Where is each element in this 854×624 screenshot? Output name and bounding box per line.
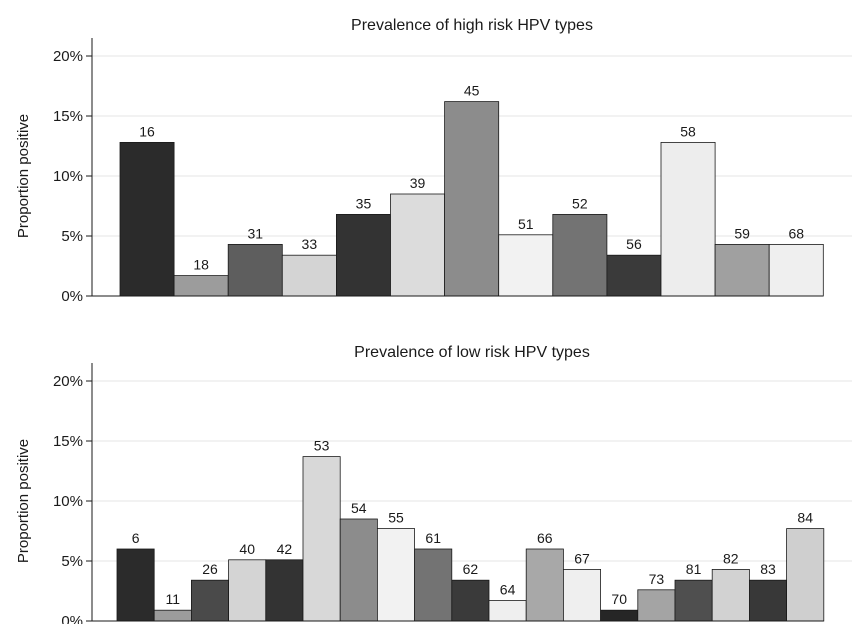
bar-26 [190,579,229,622]
y-tick-label: 10% [53,493,83,510]
bar-18 [173,275,229,297]
y-tick-label: 15% [53,433,83,450]
bar-6 [116,548,155,622]
y-tick-label: 10% [53,168,83,185]
bar-label-11: 11 [166,591,181,607]
bar-70 [600,609,639,622]
bar-61 [414,548,453,622]
bar-56 [606,254,662,297]
bar-51 [498,234,554,297]
y-tick-label: 5% [61,228,83,245]
bar-40 [228,559,267,622]
bar-31 [227,243,283,297]
bar-label-51: 51 [518,216,534,232]
bar-58 [660,141,716,297]
bar-label-68: 68 [788,225,804,241]
bar-33 [281,254,337,297]
bar-84 [786,528,825,622]
bar-label-40: 40 [239,541,255,557]
bar-label-66: 66 [537,530,553,546]
y-axis-label: Proportion positive [15,114,32,238]
bar-55 [376,528,415,622]
bar-82 [711,569,750,622]
y-tick-label: 20% [53,373,83,390]
bar-45 [444,101,500,297]
bar-label-53: 53 [314,438,330,454]
bar-label-52: 52 [572,195,588,211]
bar-label-31: 31 [247,225,263,241]
bar-59 [714,243,770,297]
bar-label-64: 64 [500,582,516,598]
y-tick-label: 15% [53,108,83,125]
bar-64 [488,600,527,622]
chart-title: Prevalence of low risk HPV types [354,344,590,361]
bar-label-70: 70 [611,591,627,607]
bar-label-16: 16 [139,123,155,139]
y-axis-label: Proportion positive [15,439,32,563]
bar-16 [119,141,175,297]
bar-label-35: 35 [356,195,372,211]
bar-39 [390,193,445,297]
bar-53 [302,456,341,622]
bar-label-42: 42 [277,541,293,557]
bar-62 [451,579,490,622]
bar-67 [563,569,602,622]
bar-label-39: 39 [410,175,426,191]
bar-68 [768,243,824,297]
bar-42 [265,559,304,622]
bar-label-83: 83 [760,561,776,577]
bar-label-18: 18 [193,257,209,273]
y-tick-label: 0% [61,288,83,305]
bar-label-62: 62 [463,561,479,577]
bar-label-58: 58 [680,123,696,139]
y-tick-label: 5% [61,553,83,570]
bar-label-84: 84 [797,510,813,526]
bar-label-61: 61 [425,530,441,546]
bar-66 [525,548,564,622]
bar-label-56: 56 [626,236,642,252]
bar-label-67: 67 [574,550,590,566]
bar-label-33: 33 [302,236,318,252]
bar-81 [674,579,713,622]
bar-52 [552,213,608,297]
y-tick-label: 20% [53,48,83,65]
bar-35 [335,213,391,297]
bar-label-54: 54 [351,500,367,516]
bar-83 [749,579,788,622]
high-risk-panel: Prevalence of high risk HPV types 0% 5% 10%… [15,17,852,305]
bar-label-59: 59 [734,225,750,241]
bar-label-73: 73 [649,571,665,587]
bar-label-6: 6 [132,530,140,546]
bar-label-82: 82 [723,550,739,566]
bar-11 [153,609,192,622]
chart-title: Prevalence of high risk HPV types [351,17,593,34]
low-risk-panel: Prevalence of low risk HPV types 0% 5% 10% 1… [15,344,852,624]
bar-73 [637,589,676,622]
bar-label-45: 45 [464,83,480,99]
bar-label-81: 81 [686,561,702,577]
bar-54 [339,518,378,622]
bar-label-26: 26 [202,561,218,577]
bar-label-55: 55 [388,510,404,526]
y-tick-label: 0% [61,613,83,624]
